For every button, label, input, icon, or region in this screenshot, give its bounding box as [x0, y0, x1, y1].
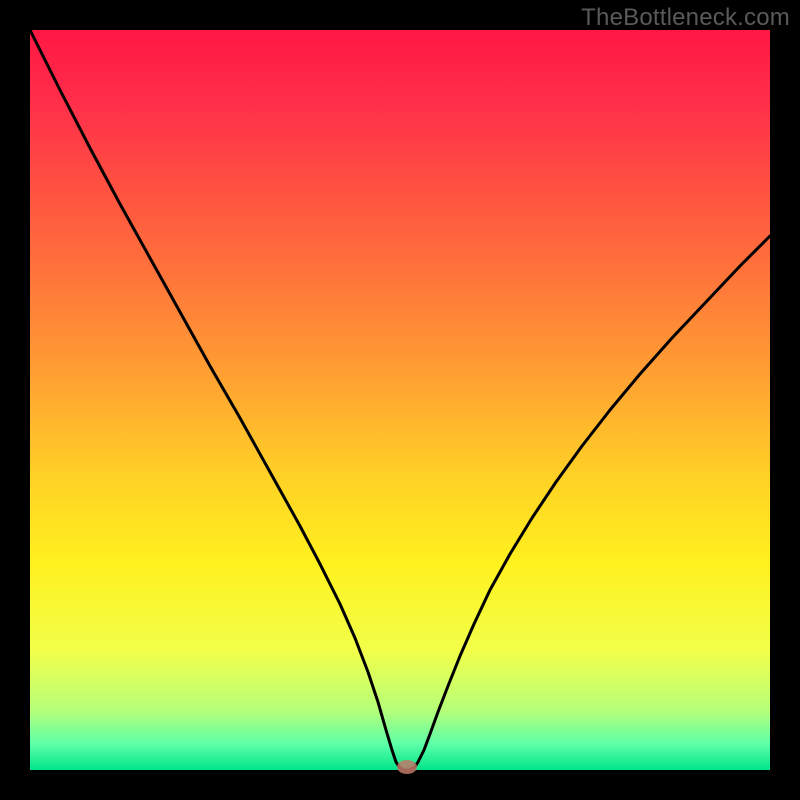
plot-background [30, 30, 770, 770]
chart-container: TheBottleneck.com [0, 0, 800, 800]
watermark-label: TheBottleneck.com [581, 4, 790, 32]
optimal-point-marker [397, 760, 417, 774]
bottleneck-curve-chart [0, 0, 800, 800]
